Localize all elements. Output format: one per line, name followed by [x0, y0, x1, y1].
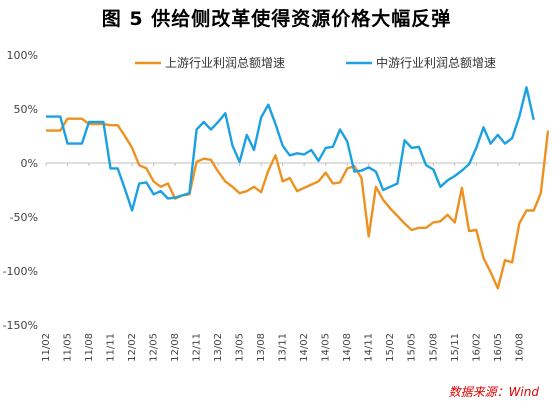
- x-tick-label: 12/02: [127, 333, 138, 362]
- chart-legend: 上游行业利润总额增速 中游行业利润总额增速: [135, 55, 496, 70]
- x-tick-label: 16/05: [493, 333, 504, 362]
- x-tick-label: 15/05: [407, 333, 418, 362]
- x-tick-label: 11/11: [106, 333, 117, 362]
- x-tick-label: 14/05: [321, 333, 332, 362]
- series-line-2: [46, 86, 535, 212]
- x-tick-label: 14/02: [299, 333, 310, 362]
- x-tick-label: 11/02: [41, 333, 52, 362]
- x-tick-label: 13/02: [213, 333, 224, 362]
- x-tick-label: 13/08: [256, 333, 267, 362]
- x-tick-label: 15/11: [450, 333, 461, 362]
- y-tick-label: -150%: [3, 319, 38, 332]
- y-tick-label: 100%: [7, 49, 38, 62]
- y-tick-label: 0%: [21, 157, 38, 170]
- data-source-note: 数据来源：Wind: [448, 385, 539, 399]
- series-line-1: [46, 117, 550, 290]
- y-tick-label: -100%: [3, 265, 38, 278]
- x-tick-label: 12/11: [192, 333, 203, 362]
- x-tick-label: 16/08: [514, 333, 525, 362]
- x-tick-label: 16/02: [471, 333, 482, 362]
- x-tick-label: 15/08: [428, 333, 439, 362]
- chart-axes: 100% 50% 0% -50% -100% -150%11/02 11/05 11/08 11…: [3, 49, 548, 362]
- x-tick-label: 11/05: [63, 333, 74, 362]
- x-tick-label: 13/05: [235, 333, 246, 362]
- legend-label-1: 上游行业利润总额增速: [165, 56, 285, 70]
- x-tick-label: 15/02: [385, 333, 396, 362]
- x-tick-label: 14/11: [364, 333, 375, 362]
- x-tick-label: 12/05: [149, 333, 160, 362]
- x-tick-label: 12/08: [170, 333, 181, 362]
- x-tick-label: 11/08: [84, 333, 95, 362]
- x-tick-label: 13/11: [278, 333, 289, 362]
- y-tick-label: -50%: [10, 211, 38, 224]
- x-tick-label: 14/08: [342, 333, 353, 362]
- legend-label-2: 中游行业利润总额增速: [376, 55, 496, 70]
- y-tick-label: 50%: [14, 103, 38, 116]
- chart-series: [46, 86, 550, 290]
- chart-title: 图 5 供给侧改革使得资源价格大幅反弹: [101, 8, 452, 30]
